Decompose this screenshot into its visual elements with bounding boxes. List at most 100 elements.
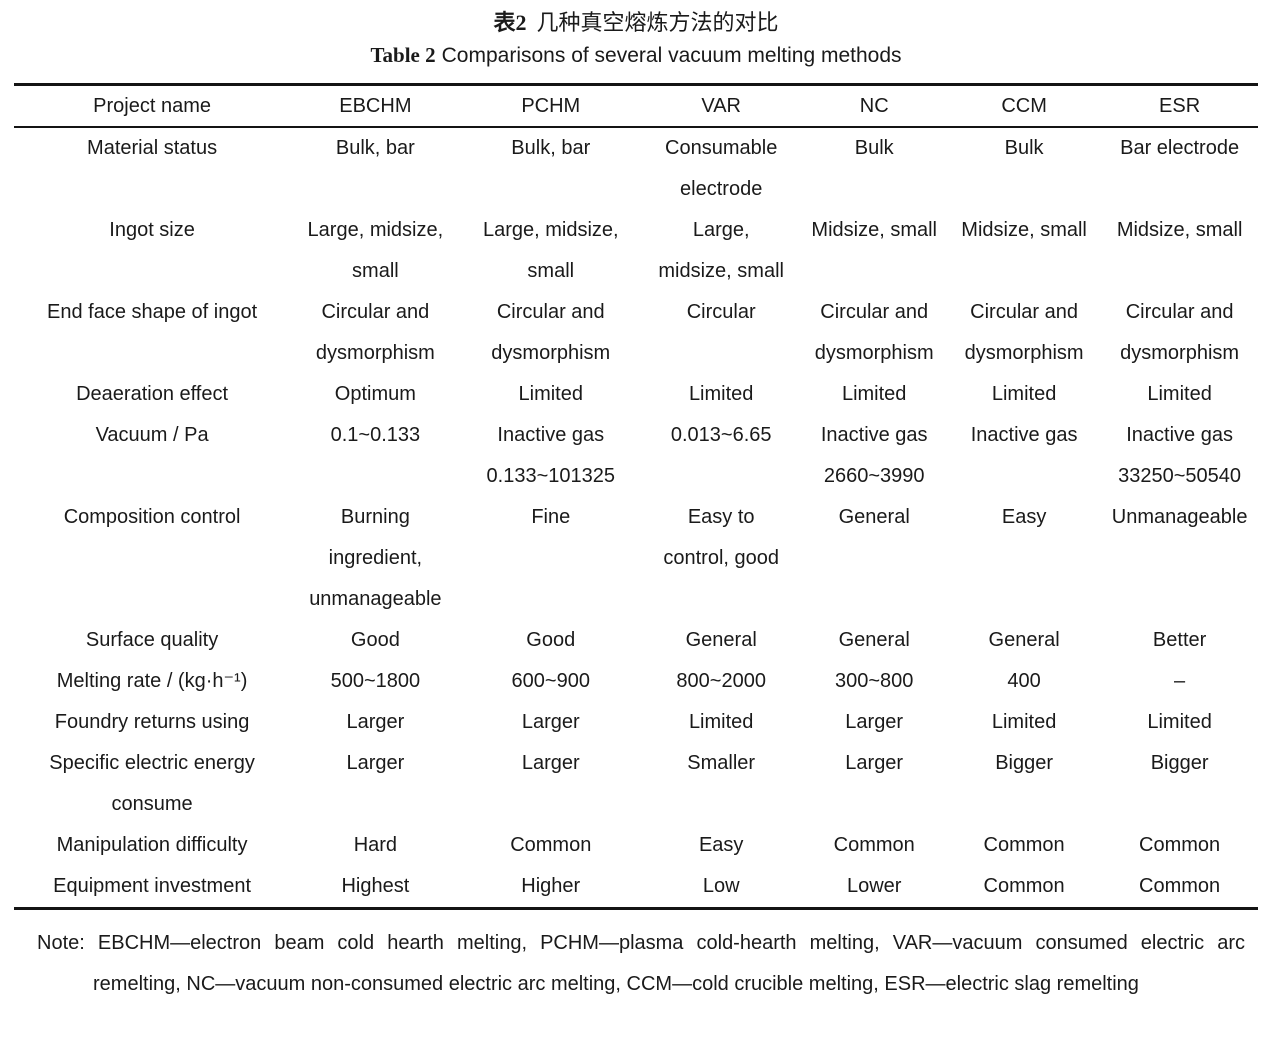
table-cell: Limited: [991, 711, 1057, 733]
column-header: Project name: [14, 84, 291, 128]
table-cell: Bigger: [995, 752, 1053, 774]
table-cell: Circular: [686, 301, 756, 323]
table-cell: 500~1800: [330, 670, 421, 692]
table-cell: Circular and dysmorphism: [814, 301, 934, 364]
table-cell: Larger: [346, 752, 405, 774]
table-cell: Unmanageable: [1111, 506, 1248, 528]
table-cell: Good: [526, 629, 576, 651]
table-cell: Circular and dysmorphism: [964, 301, 1084, 364]
table-cell: 800~2000: [676, 670, 766, 692]
table-caption-zh-label: 表2: [493, 10, 527, 35]
table-cell: 0.1~0.133: [330, 424, 421, 446]
table-row: Material status Bulk, bar Bulk, bar Cons…: [14, 127, 1258, 210]
table-cell: General: [685, 629, 757, 651]
table-row: End face shape of ingot Circular and dys…: [14, 292, 1258, 374]
table-row: Deaeration effect Optimum Limited Limite…: [14, 374, 1258, 415]
row-label: Specific electric energy consume: [49, 752, 255, 815]
comparison-table: Project name EBCHM PCHM VAR NC CCM ESR M…: [14, 83, 1258, 910]
table-cell: Limited: [1147, 383, 1212, 405]
table-cell: Circular and dysmorphism: [1120, 301, 1240, 364]
table-cell: Lower: [846, 875, 902, 897]
table-cell: Inactive gas: [970, 424, 1078, 446]
table-cell: Midsize, small: [811, 219, 937, 241]
table-cell: Consumable electrode: [665, 137, 778, 200]
row-label: Vacuum / Pa: [95, 424, 209, 446]
table-cell: Bulk, bar: [335, 137, 415, 159]
table-cell: Hard: [353, 834, 398, 856]
table-cell: Bar electrode: [1120, 137, 1240, 159]
table-cell: 600~900: [511, 670, 590, 692]
table-cell: Bigger: [1150, 752, 1209, 774]
table-cell: Larger: [521, 711, 580, 733]
table-cell: Bulk: [1004, 137, 1044, 159]
table-cell: Common: [983, 834, 1065, 856]
table-cell: Common: [1139, 834, 1221, 856]
table-cell: General: [838, 629, 910, 651]
row-label: Foundry returns using: [54, 711, 250, 733]
table-row: Foundry returns using Larger Larger Limi…: [14, 702, 1258, 743]
table-cell: Larger: [845, 711, 904, 733]
table-cell: Circular and dysmorphism: [315, 301, 435, 364]
table-cell: Larger: [845, 752, 904, 774]
table-caption-en-label: Table 2: [370, 43, 436, 67]
table-cell: Limited: [841, 383, 907, 405]
row-label: Ingot size: [109, 219, 195, 241]
row-label: Surface quality: [85, 629, 219, 651]
table-note-label: Note:: [37, 932, 85, 954]
table-cell: General: [988, 629, 1060, 651]
column-header: PCHM: [460, 84, 641, 128]
table-cell: Limited: [991, 383, 1057, 405]
table-caption: 表2 几种真空熔炼方法的对比 Table 2 Comparisons of seve…: [14, 8, 1258, 71]
table-caption-en-text: Comparisons of several vacuum melting me…: [441, 44, 902, 67]
table-cell: Limited: [688, 383, 754, 405]
table-cell: Limited: [1147, 711, 1212, 733]
table-cell: Larger: [346, 711, 405, 733]
table-cell: General: [838, 506, 910, 528]
table-cell: Common: [833, 834, 915, 856]
row-label: Melting rate / (kg·h⁻¹): [56, 670, 248, 692]
table-cell: Common: [983, 875, 1065, 897]
table-cell: Good: [350, 629, 400, 651]
column-header: CCM: [946, 84, 1102, 128]
table-caption-zh: 表2 几种真空熔炼方法的对比: [14, 8, 1258, 38]
table-cell: Easy: [698, 834, 744, 856]
table-cell: Bulk, bar: [511, 137, 591, 159]
table-cell: –: [1174, 670, 1186, 692]
table-cell: Easy to control, good: [663, 506, 779, 569]
table-cell: Midsize, small: [961, 219, 1087, 241]
row-label: Deaeration effect: [76, 383, 229, 405]
table-cell: Smaller: [687, 752, 756, 774]
table-cell: 400: [1007, 670, 1041, 692]
table-note-text: EBCHM—electron beam cold hearth melting,…: [93, 932, 1246, 995]
table-caption-en: Table 2 Comparisons of several vacuum mel…: [14, 40, 1258, 71]
row-label: End face shape of ingot: [47, 301, 258, 323]
column-header: ESR: [1101, 84, 1258, 128]
table-cell: Inactive gas 2660~3990: [820, 424, 928, 487]
table-cell: Highest: [341, 875, 410, 897]
row-label: Equipment investment: [53, 875, 252, 897]
table-cell: Limited: [518, 383, 583, 405]
table-row: Equipment investment Highest Higher Low …: [14, 866, 1258, 909]
table-cell: Large, midsize, small: [482, 219, 619, 282]
table-cell: 300~800: [834, 670, 914, 692]
table-caption-zh-text: 几种真空熔炼方法的对比: [536, 10, 779, 35]
table-note: Note: EBCHM—electron beam cold hearth me…: [37, 923, 1245, 1005]
table-row: Composition control Burning ingredient, …: [14, 497, 1258, 620]
table-cell: Large, midsize, small: [658, 219, 784, 282]
table-cell: Burning ingredient, unmanageable: [309, 506, 442, 610]
column-header: NC: [801, 84, 947, 128]
row-label: Manipulation difficulty: [56, 834, 248, 856]
table-cell: Bulk: [854, 137, 894, 159]
table-row: Vacuum / Pa 0.1~0.133 Inactive gas 0.133…: [14, 415, 1258, 497]
table-cell: Limited: [688, 711, 754, 733]
table-cell: Midsize, small: [1116, 219, 1243, 241]
table-cell: Easy: [1001, 506, 1047, 528]
table-row: Manipulation difficulty Hard Common Easy…: [14, 825, 1258, 866]
table-cell: Common: [1139, 875, 1221, 897]
column-header: EBCHM: [290, 84, 461, 128]
table-cell: Larger: [521, 752, 580, 774]
table-row: Melting rate / (kg·h⁻¹) 500~1800 600~900…: [14, 661, 1258, 702]
row-label: Material status: [87, 137, 218, 159]
table-row: Surface quality Good Good General Genera…: [14, 620, 1258, 661]
